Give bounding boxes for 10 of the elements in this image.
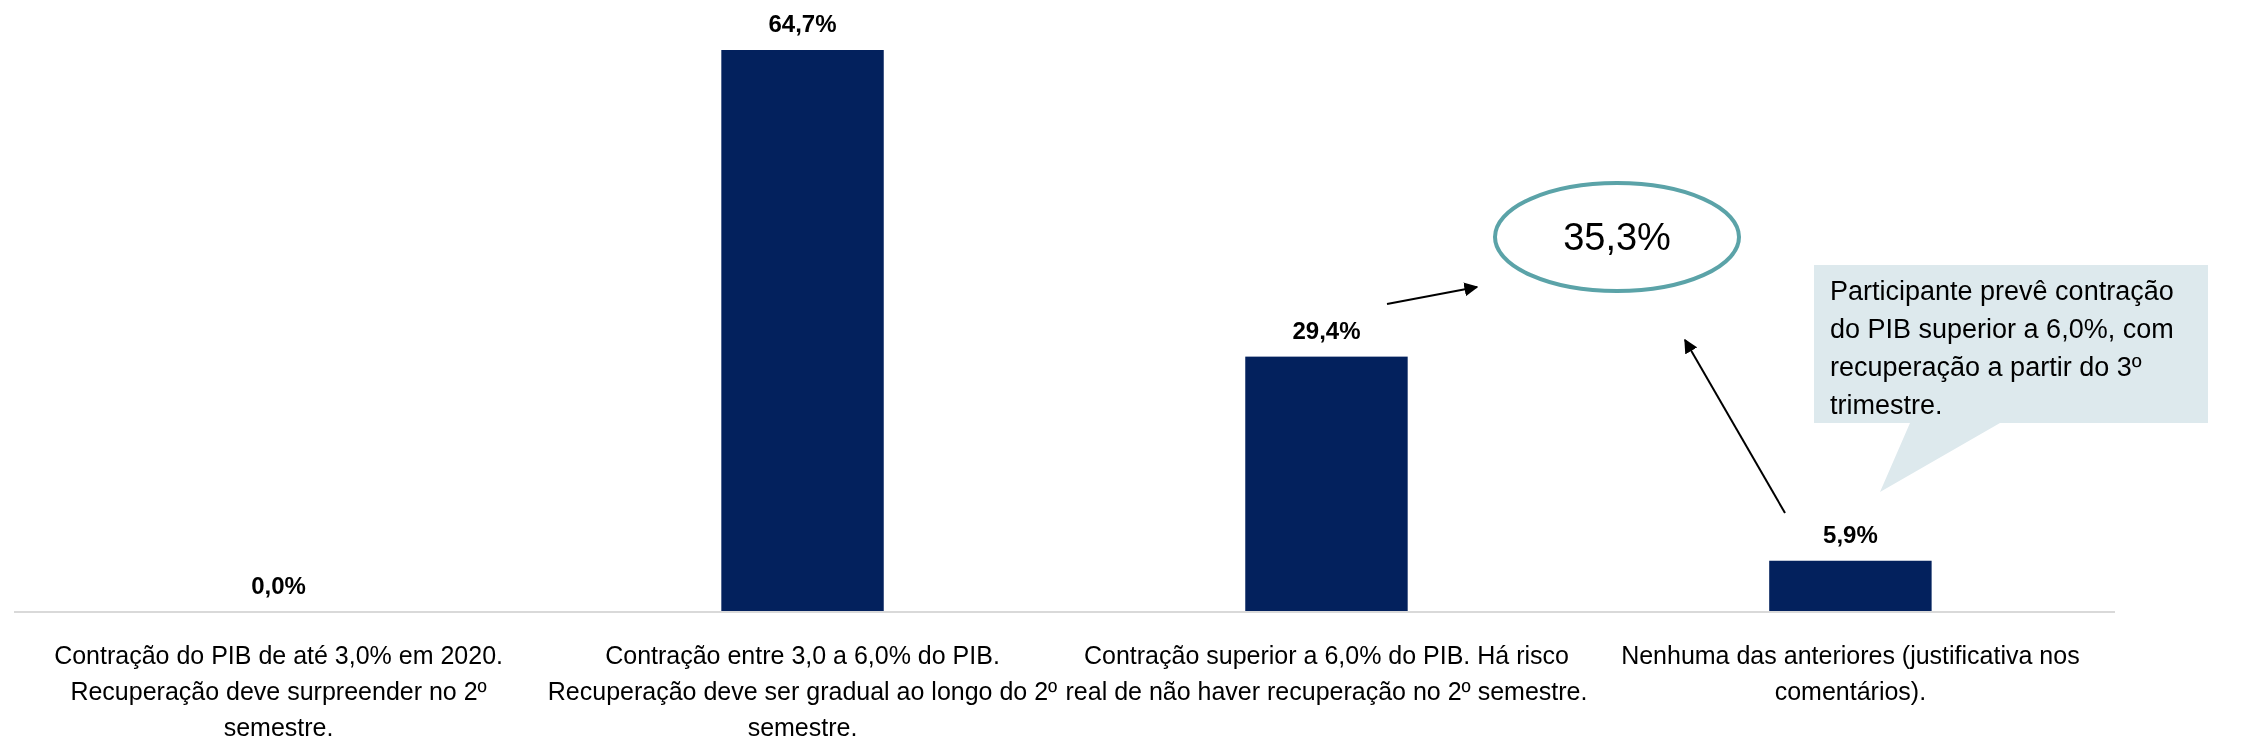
- data-label: 64,7%: [768, 10, 837, 37]
- data-label: 0,0%: [251, 572, 306, 599]
- x-tick-label: Contração superior a 6,0% do PIB. Há risco real de não haver recuperação no 2º semestre.: [1065, 641, 1588, 705]
- data-label: 29,4%: [1292, 316, 1361, 344]
- x-tick-label: Contração do PIB de até 3,0% em 2020. Recuperação deve surpreender no 2º semestre.: [54, 641, 504, 741]
- annotation: 35,3%: [1563, 216, 1671, 258]
- x-tick-label: Nenhuma das anteriores (justificativa nos comentários).: [1621, 641, 2080, 705]
- x-tick-label: Contração entre 3,0 a 6,0% do PIB. Recuperação deve ser gradual ao longo do 2º semestre.: [547, 641, 1058, 741]
- data-label: 5,9%: [1823, 520, 1878, 548]
- annotation: Participante prevê contração do PIB superior a 6,0%, com recuperação a partir do 3º trimestre.: [1830, 276, 2174, 420]
